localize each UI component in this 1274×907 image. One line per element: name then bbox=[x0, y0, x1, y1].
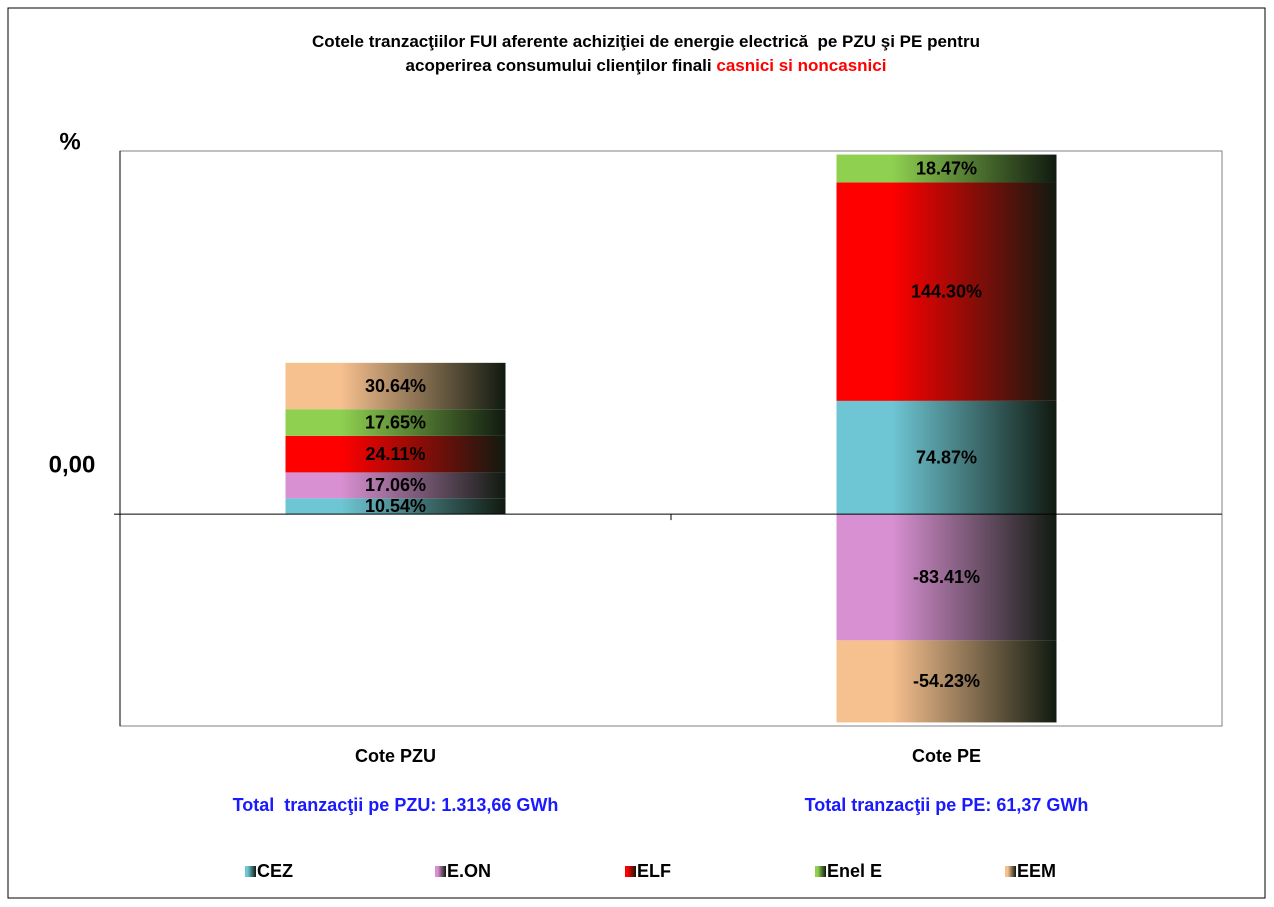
data-label: 17.65% bbox=[365, 412, 426, 432]
bar-segment bbox=[285, 498, 506, 515]
bar-segment bbox=[836, 514, 1057, 641]
bar-segment bbox=[836, 182, 1057, 401]
chart-title: Cotele tranzacţiilor FUI aferente achizi… bbox=[312, 32, 980, 75]
data-label: 18.47% bbox=[916, 158, 977, 178]
data-label: -83.41% bbox=[913, 567, 980, 587]
data-label: -54.23% bbox=[913, 671, 980, 691]
bar-segment bbox=[285, 435, 506, 473]
data-label: 17.06% bbox=[365, 475, 426, 495]
title-highlight: casnici si noncasnici bbox=[716, 56, 886, 75]
data-label: 10.54% bbox=[365, 496, 426, 516]
total-annotation: Total tranzacţii pe PE: 61,37 GWh bbox=[805, 795, 1089, 815]
legend-label: CEZ bbox=[257, 861, 293, 881]
chart-border bbox=[7, 7, 1266, 899]
title-line: Cotele tranzacţiilor FUI aferente achizi… bbox=[312, 32, 980, 51]
bar-segment bbox=[836, 640, 1057, 723]
data-label: 74.87% bbox=[916, 447, 977, 467]
bar-segment bbox=[285, 362, 506, 410]
bar-segment bbox=[285, 409, 506, 436]
x-tick-label: Cote PZU bbox=[355, 746, 436, 766]
data-label: 144.30% bbox=[911, 281, 982, 301]
legend-swatch bbox=[435, 866, 446, 877]
data-label: 24.11% bbox=[365, 444, 425, 464]
bar-segment bbox=[285, 472, 506, 499]
legend-swatch bbox=[815, 866, 826, 877]
title-line: acoperirea consumului clienţilor finali bbox=[406, 56, 717, 75]
legend-label: Enel E bbox=[827, 861, 882, 881]
legend-swatch bbox=[625, 866, 636, 877]
legend-swatch bbox=[1005, 866, 1016, 877]
legend-label: E.ON bbox=[447, 861, 491, 881]
legend-swatch bbox=[245, 866, 256, 877]
legend-label: ELF bbox=[637, 861, 671, 881]
legend-label: EEM bbox=[1017, 861, 1056, 881]
x-tick-label: Cote PE bbox=[912, 746, 981, 766]
data-label: 30.64% bbox=[365, 376, 426, 396]
total-annotation: Total tranzacţii pe PZU: 1.313,66 GWh bbox=[233, 795, 559, 815]
y-tick-label: 0,00 bbox=[49, 452, 96, 479]
bar-segment bbox=[836, 400, 1057, 515]
bar-segment bbox=[836, 154, 1057, 183]
y-axis-label: % bbox=[59, 128, 80, 155]
